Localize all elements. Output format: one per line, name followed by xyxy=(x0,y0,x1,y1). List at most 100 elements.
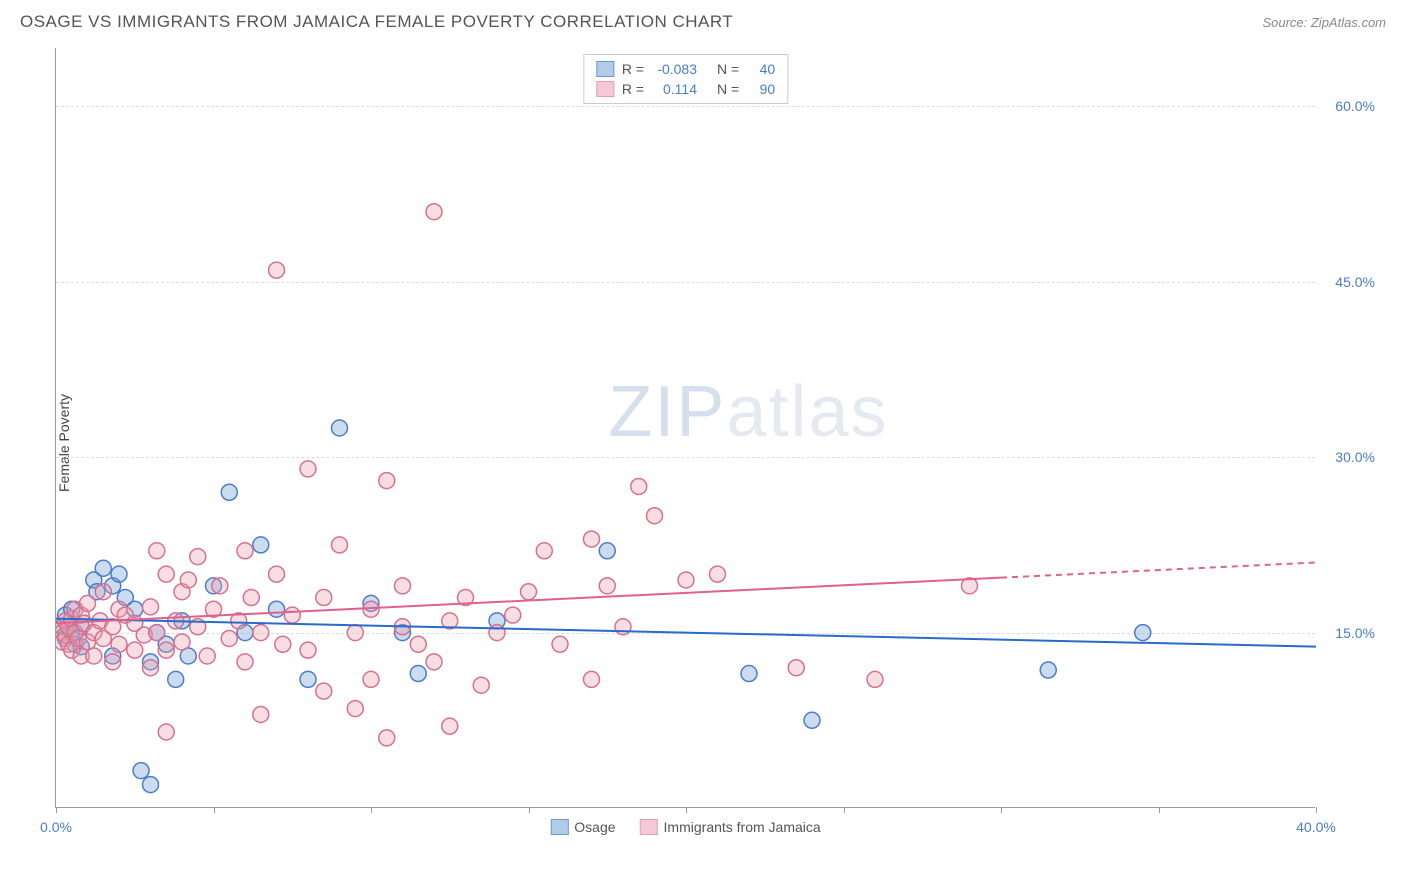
data-point xyxy=(253,537,269,553)
legend-swatch-icon xyxy=(596,61,614,77)
data-point xyxy=(332,420,348,436)
data-point xyxy=(253,706,269,722)
data-point xyxy=(143,599,159,615)
n-value: 40 xyxy=(747,61,775,77)
data-point xyxy=(804,712,820,728)
data-point xyxy=(521,584,537,600)
data-point xyxy=(221,630,237,646)
data-point xyxy=(180,572,196,588)
data-point xyxy=(379,730,395,746)
y-tick-label: 30.0% xyxy=(1335,449,1375,465)
data-point xyxy=(678,572,694,588)
y-tick-label: 60.0% xyxy=(1335,98,1375,114)
r-label: R = xyxy=(622,61,644,77)
legend-row: R = 0.114 N = 90 xyxy=(596,79,775,99)
data-point xyxy=(1135,625,1151,641)
data-point xyxy=(631,478,647,494)
data-point xyxy=(599,543,615,559)
data-point xyxy=(269,601,285,617)
legend-series: Osage Immigrants from Jamaica xyxy=(550,819,820,835)
data-point xyxy=(105,654,121,670)
data-point xyxy=(489,625,505,641)
data-point xyxy=(133,763,149,779)
data-point xyxy=(127,642,143,658)
legend-swatch-icon xyxy=(596,81,614,97)
y-tick-label: 15.0% xyxy=(1335,625,1375,641)
r-label: R = xyxy=(622,81,644,97)
chart-container: Female Poverty ZIPatlas R =-0.083N =40R … xyxy=(55,48,1385,838)
data-point xyxy=(149,543,165,559)
data-point xyxy=(158,566,174,582)
legend-correlation: R = -0.083 N = 40 R = 0.114 N = 90 xyxy=(583,54,788,104)
data-point xyxy=(615,619,631,635)
data-point xyxy=(212,578,228,594)
data-point xyxy=(269,262,285,278)
data-point xyxy=(300,461,316,477)
data-point xyxy=(269,566,285,582)
data-point xyxy=(158,642,174,658)
n-label: N = xyxy=(717,61,739,77)
legend-item: Osage xyxy=(550,819,615,835)
n-value: 90 xyxy=(747,81,775,97)
plot-area: ZIPatlas R =-0.083N =40R =0.114N =90 Osa… xyxy=(55,48,1315,808)
data-point xyxy=(300,642,316,658)
data-point xyxy=(284,607,300,623)
data-point xyxy=(410,636,426,652)
data-point xyxy=(599,578,615,594)
data-point xyxy=(536,543,552,559)
chart-title: OSAGE VS IMMIGRANTS FROM JAMAICA FEMALE … xyxy=(20,12,733,32)
data-point xyxy=(168,671,184,687)
data-point xyxy=(174,634,190,650)
x-tick-label: 40.0% xyxy=(1296,819,1336,835)
data-point xyxy=(111,636,127,652)
data-point xyxy=(237,654,253,670)
data-point xyxy=(363,671,379,687)
data-point xyxy=(1040,662,1056,678)
data-point xyxy=(199,648,215,664)
data-point xyxy=(473,677,489,693)
data-point xyxy=(316,590,332,606)
data-point xyxy=(149,625,165,641)
data-point xyxy=(552,636,568,652)
data-point xyxy=(710,566,726,582)
data-point xyxy=(190,549,206,565)
data-point xyxy=(86,648,102,664)
data-point xyxy=(95,584,111,600)
data-point xyxy=(158,724,174,740)
data-point xyxy=(395,578,411,594)
data-point xyxy=(584,671,600,687)
data-point xyxy=(505,607,521,623)
r-value: 0.114 xyxy=(652,81,697,97)
data-point xyxy=(347,701,363,717)
x-tick-label: 0.0% xyxy=(40,819,72,835)
data-point xyxy=(332,537,348,553)
data-point xyxy=(111,566,127,582)
data-point xyxy=(647,508,663,524)
data-point xyxy=(347,625,363,641)
data-point xyxy=(867,671,883,687)
data-point xyxy=(410,666,426,682)
data-point xyxy=(95,560,111,576)
y-tick-label: 45.0% xyxy=(1335,274,1375,290)
data-point xyxy=(143,660,159,676)
source-attribution: Source: ZipAtlas.com xyxy=(1262,15,1386,30)
n-label: N = xyxy=(717,81,739,97)
data-point xyxy=(788,660,804,676)
legend-item: Immigrants from Jamaica xyxy=(640,819,821,835)
x-tick-mark xyxy=(1316,807,1317,813)
data-point xyxy=(237,543,253,559)
data-point xyxy=(442,718,458,734)
legend-row: R = -0.083 N = 40 xyxy=(596,59,775,79)
data-point xyxy=(275,636,291,652)
data-point xyxy=(584,531,600,547)
data-point xyxy=(316,683,332,699)
data-point xyxy=(253,625,269,641)
legend-swatch-icon xyxy=(640,819,658,835)
r-value: -0.083 xyxy=(652,61,697,77)
data-point xyxy=(80,595,96,611)
data-point xyxy=(143,777,159,793)
data-point xyxy=(426,204,442,220)
data-point xyxy=(300,671,316,687)
data-point xyxy=(243,590,259,606)
legend-label: Immigrants from Jamaica xyxy=(664,819,821,835)
